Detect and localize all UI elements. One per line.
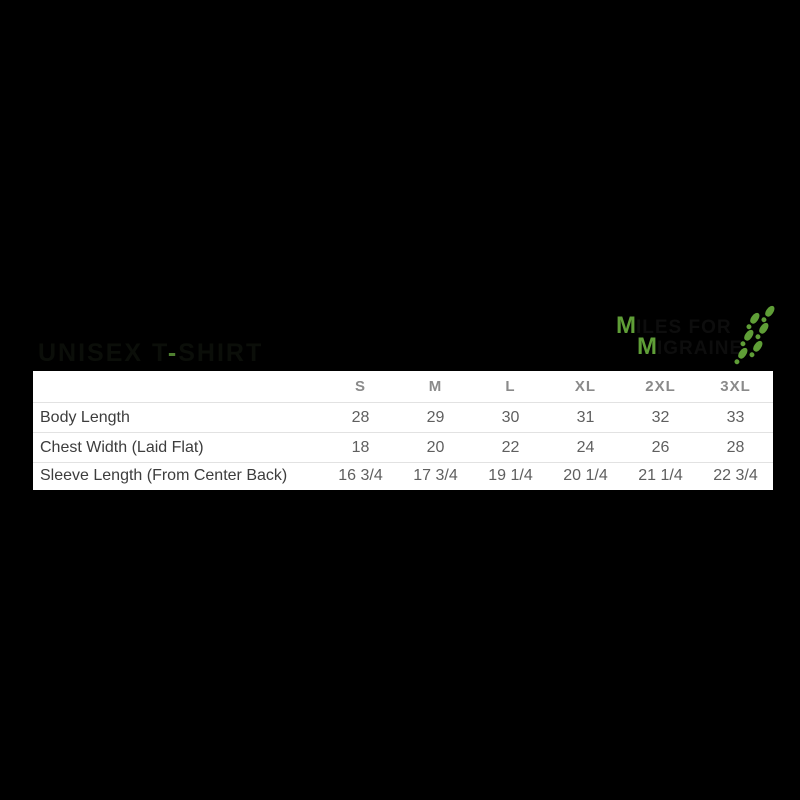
cell-value: 16 3/4 (338, 467, 383, 484)
logo-initial-m-1: M (616, 312, 636, 339)
cell-value: 18 (351, 438, 370, 456)
sizing-table: S M L XL 2XL 3XL Body Length 28 29 30 31… (33, 371, 773, 489)
size-header-m: M (428, 378, 443, 395)
table-row-sleeve-length: Sleeve Length (From Center Back) 16 3/4 … (33, 462, 773, 490)
size-header-2xl: 2XL (645, 378, 676, 395)
page-title-hyphen: - (167, 339, 179, 367)
page-title: UNISEX T-SHIRT (38, 339, 263, 368)
cell-value: 22 3/4 (713, 467, 758, 484)
footprint-icon (759, 304, 778, 326)
page-title-pre: UNISEX T (38, 339, 168, 367)
measurement-header-cell (33, 371, 323, 403)
logo-text-1: iles for (636, 317, 732, 338)
cell-value: 20 1/4 (563, 467, 608, 484)
brand-logo: Miles for Migraine (616, 314, 796, 368)
row-label: Body Length (40, 408, 130, 426)
size-header-3xl: 3XL (720, 378, 751, 395)
row-label: Sleeve Length (From Center Back) (40, 467, 288, 484)
size-header-s: S (354, 378, 366, 395)
logo-line-2: Migraine (637, 335, 796, 359)
cell-value: 21 1/4 (638, 467, 683, 484)
cell-value: 20 (426, 438, 445, 456)
cell-value: 30 (501, 408, 520, 426)
cell-value: 24 (576, 438, 595, 456)
cell-value: 29 (426, 408, 445, 426)
cell-value: 33 (726, 408, 745, 426)
cell-value: 17 3/4 (413, 467, 458, 484)
logo-initial-m-2: M (637, 333, 657, 360)
size-header-l: L (505, 378, 516, 395)
sizing-chart-panel: S M L XL 2XL 3XL Body Length 28 29 30 31… (33, 371, 773, 490)
cell-value: 31 (576, 408, 595, 426)
row-label: Chest Width (Laid Flat) (40, 438, 204, 456)
size-header-xl: XL (574, 378, 597, 395)
footprints-icon (733, 303, 795, 366)
cell-value: 28 (351, 408, 370, 426)
cell-value: 28 (726, 438, 745, 456)
cell-value: 22 (501, 438, 520, 456)
cell-value: 26 (651, 438, 670, 456)
table-row-body-length: Body Length 28 29 30 31 32 33 (33, 402, 773, 433)
page-title-post: SHIRT (178, 339, 264, 367)
cell-value: 32 (651, 408, 670, 426)
table-row-chest-width: Chest Width (Laid Flat) 18 20 22 24 26 2… (33, 432, 773, 463)
logo-line-1: Miles for (616, 314, 796, 338)
cell-value: 19 1/4 (488, 467, 533, 484)
logo-text-2: igraine (657, 338, 744, 359)
size-header-row: S M L XL 2XL 3XL (33, 371, 773, 403)
